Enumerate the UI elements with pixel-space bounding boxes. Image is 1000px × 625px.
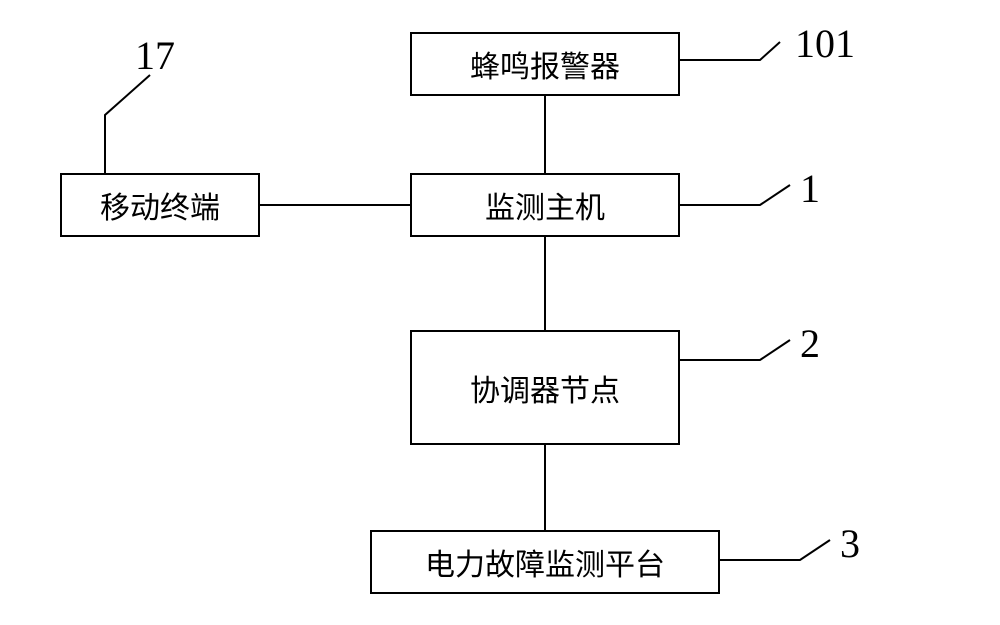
node-coordinator: 协调器节点 [410, 330, 680, 445]
node-buzzer: 蜂鸣报警器 [410, 32, 680, 96]
node-power-fault-platform: 电力故障监测平台 [370, 530, 720, 594]
node-monitoring-host: 监测主机 [410, 173, 680, 237]
node-monitoring-host-text: 监测主机 [485, 183, 605, 227]
label-power-fault-platform-text: 3 [840, 520, 860, 567]
label-mobile-terminal: 17 [125, 30, 185, 80]
label-monitoring-host: 1 [790, 163, 830, 213]
node-mobile-terminal-text: 移动终端 [100, 183, 220, 227]
label-buzzer-text: 101 [795, 20, 855, 67]
label-coordinator-text: 2 [800, 320, 820, 367]
diagram-canvas: 蜂鸣报警器 移动终端 监测主机 协调器节点 电力故障监测平台 101 17 1 … [0, 0, 1000, 625]
node-mobile-terminal: 移动终端 [60, 173, 260, 237]
label-mobile-terminal-text: 17 [135, 32, 175, 79]
label-power-fault-platform: 3 [830, 518, 870, 568]
label-buzzer: 101 [780, 18, 870, 68]
node-buzzer-text: 蜂鸣报警器 [470, 42, 620, 86]
node-power-fault-platform-text: 电力故障监测平台 [425, 540, 665, 584]
label-coordinator: 2 [790, 318, 830, 368]
node-coordinator-text: 协调器节点 [470, 366, 620, 410]
label-monitoring-host-text: 1 [800, 165, 820, 212]
